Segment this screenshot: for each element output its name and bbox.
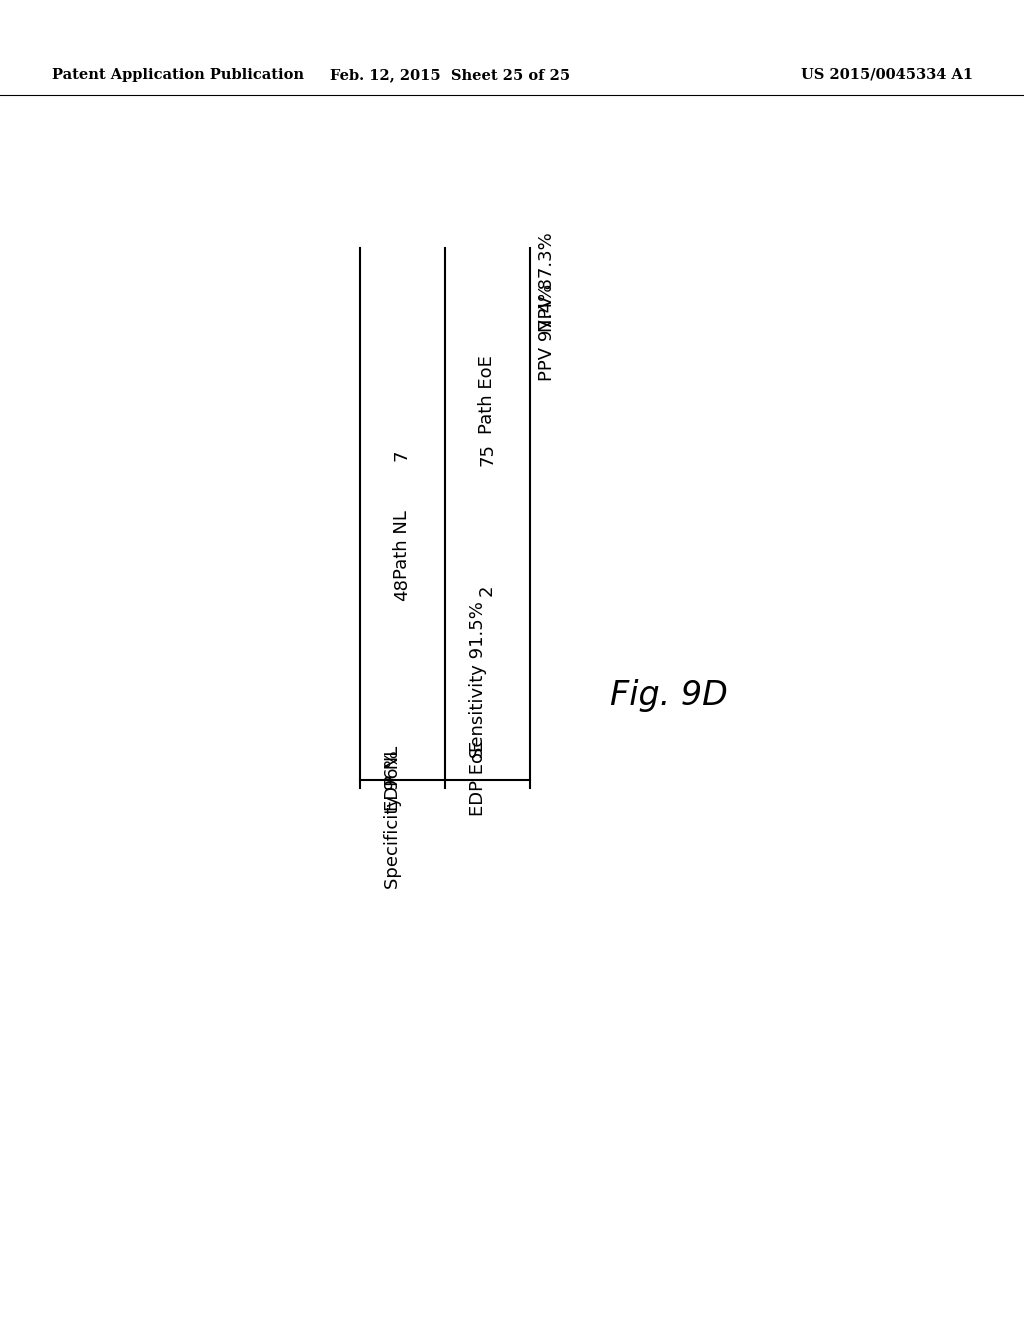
Text: 48: 48 <box>393 578 411 602</box>
Text: Sensitivity 91.5%: Sensitivity 91.5% <box>469 602 487 759</box>
Text: 2: 2 <box>478 585 496 595</box>
Text: Patent Application Publication: Patent Application Publication <box>52 69 304 82</box>
Text: PPV 97.4%: PPV 97.4% <box>538 284 556 380</box>
Text: EDP NL: EDP NL <box>384 746 402 810</box>
Text: Specificity 96%: Specificity 96% <box>384 751 402 890</box>
Text: Path NL: Path NL <box>393 511 411 579</box>
Text: Feb. 12, 2015  Sheet 25 of 25: Feb. 12, 2015 Sheet 25 of 25 <box>331 69 570 82</box>
Text: Fig. 9D: Fig. 9D <box>610 678 728 711</box>
Text: US 2015/0045334 A1: US 2015/0045334 A1 <box>801 69 973 82</box>
Text: NPV 87.3%: NPV 87.3% <box>538 232 556 331</box>
Text: 75: 75 <box>478 444 496 466</box>
Text: Path EoE: Path EoE <box>478 355 496 434</box>
Text: 7: 7 <box>393 449 411 461</box>
Text: EDP EoE: EDP EoE <box>469 741 487 816</box>
